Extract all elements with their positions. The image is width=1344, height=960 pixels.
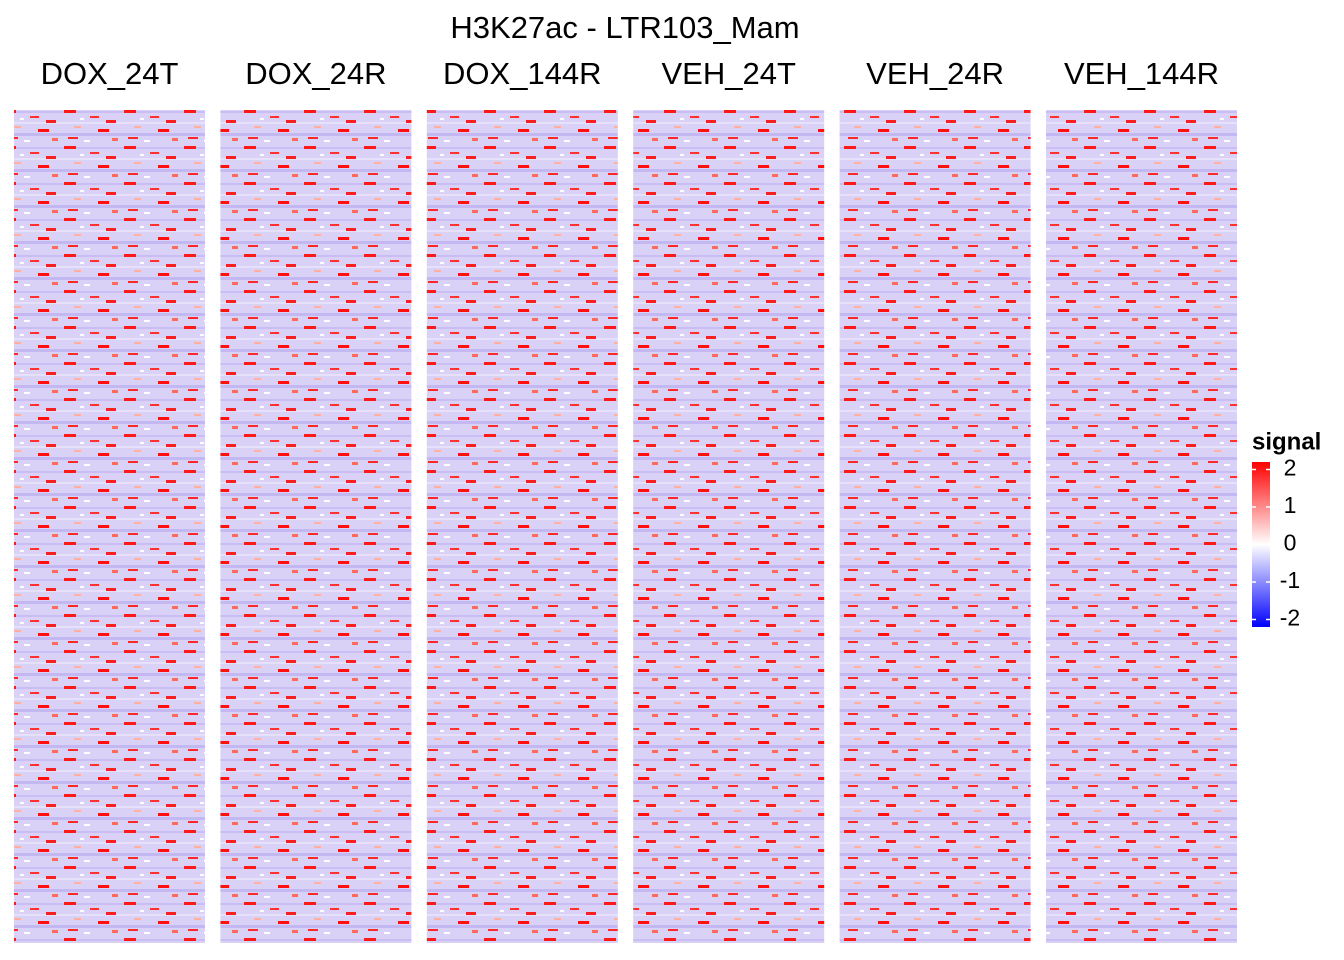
panel-label: VEH_24T [661,56,795,91]
colorbar-tick-label: 1 [1284,492,1297,518]
heatmap-panel [839,110,1031,943]
panel-label: VEH_24R [866,56,1004,91]
panel-label: DOX_144R [443,56,602,91]
heatmap-panel [426,110,618,943]
heatmap-panel [1046,110,1237,943]
chart-title: H3K27ac - LTR103_Mam [450,10,799,45]
heatmap-panel [220,110,412,943]
colorbar [1252,462,1270,627]
colorbar-tick-label: 2 [1284,455,1297,481]
colorbar-tick-label: -2 [1280,605,1300,631]
colorbar-tick-label: -1 [1280,567,1300,593]
panel-label: VEH_144R [1064,56,1219,91]
panel-label: DOX_24R [245,56,386,91]
heatmap-panel [633,110,825,943]
legend-title: signal [1252,428,1321,455]
heatmap-panel [14,110,205,943]
panel-label: DOX_24T [41,56,179,91]
colorbar-tick-label: 0 [1284,530,1297,556]
